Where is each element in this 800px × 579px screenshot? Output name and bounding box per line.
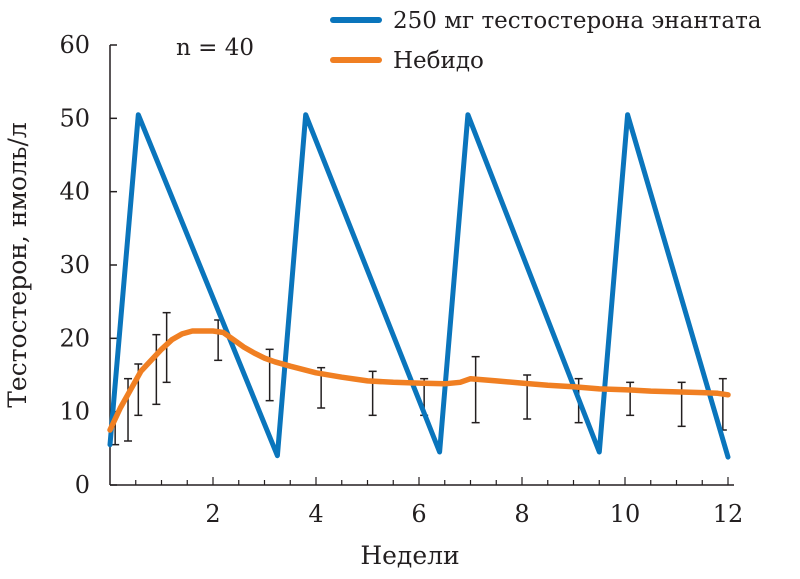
series-line-2 bbox=[107, 328, 731, 433]
sample-size-annotation: n = 40 bbox=[176, 35, 254, 61]
x-tick-label: 2 bbox=[205, 500, 220, 528]
ticks: 0 10 20 30 40 50 60 2 4 6 8 10 12 bbox=[59, 31, 743, 528]
legend-label-1: 250 мг тестостерона энантата bbox=[393, 8, 762, 34]
legend-label-2: Небидо bbox=[393, 48, 484, 74]
y-tick-label: 10 bbox=[59, 398, 90, 426]
series-line-1 bbox=[107, 112, 731, 460]
y-tick-label: 30 bbox=[59, 251, 90, 279]
x-tick-label: 10 bbox=[610, 500, 641, 528]
y-tick-label: 0 bbox=[75, 471, 90, 499]
x-tick-label: 8 bbox=[514, 500, 529, 528]
axes bbox=[109, 45, 734, 486]
x-tick-label: 12 bbox=[713, 500, 744, 528]
legend: 250 мг тестостерона энантата Небидо bbox=[330, 8, 762, 74]
y-tick-label: 40 bbox=[59, 178, 90, 206]
x-tick-label: 6 bbox=[411, 500, 426, 528]
y-tick-label: 20 bbox=[59, 324, 90, 352]
x-axis-label: Недели bbox=[360, 541, 459, 570]
series-lines bbox=[107, 112, 731, 460]
y-axis-label: Тестостерон, нмоль/л bbox=[3, 122, 32, 408]
y-tick-label: 60 bbox=[59, 31, 90, 59]
y-tick-label: 50 bbox=[59, 104, 90, 132]
x-tick-label: 4 bbox=[308, 500, 323, 528]
